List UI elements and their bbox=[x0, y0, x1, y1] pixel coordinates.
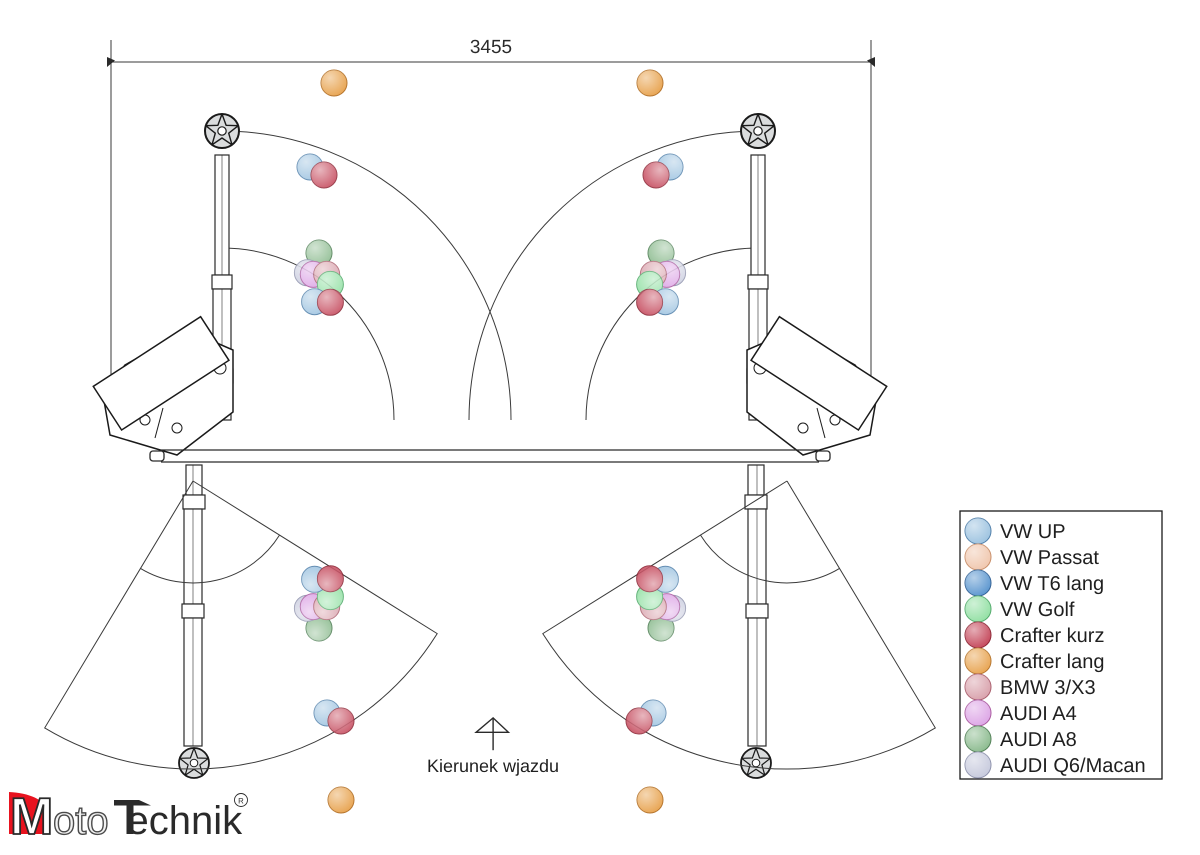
svg-text:AUDI A4: AUDI A4 bbox=[1000, 703, 1077, 725]
svg-text:AUDI A8: AUDI A8 bbox=[1000, 729, 1077, 751]
svg-text:VW Golf: VW Golf bbox=[1000, 599, 1075, 621]
svg-text:oto: oto bbox=[53, 799, 109, 843]
svg-text:VW UP: VW UP bbox=[1000, 521, 1066, 543]
svg-text:Kierunek wjazdu: Kierunek wjazdu bbox=[427, 756, 559, 776]
svg-text:3455: 3455 bbox=[470, 37, 512, 58]
svg-text:VW T6 lang: VW T6 lang bbox=[1000, 573, 1104, 595]
svg-text:echnik: echnik bbox=[127, 799, 244, 843]
svg-text:Crafter kurz: Crafter kurz bbox=[1000, 625, 1104, 647]
svg-text:Crafter lang: Crafter lang bbox=[1000, 651, 1105, 673]
svg-text:VW Passat: VW Passat bbox=[1000, 547, 1099, 569]
svg-text:M: M bbox=[10, 788, 53, 846]
svg-text:AUDI Q6/Macan: AUDI Q6/Macan bbox=[1000, 755, 1146, 777]
svg-text:BMW 3/X3: BMW 3/X3 bbox=[1000, 677, 1096, 699]
svg-text:R: R bbox=[238, 797, 244, 806]
